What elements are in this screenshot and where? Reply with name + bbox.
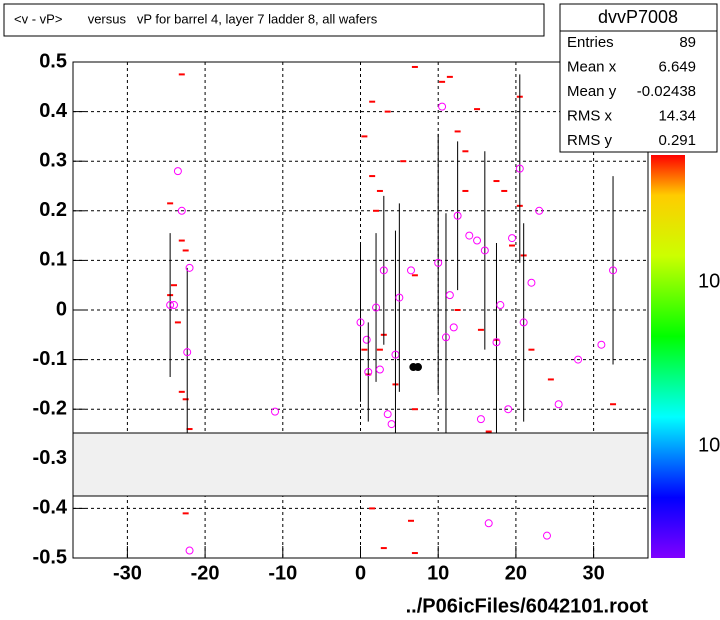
y-tick-label: 0 <box>56 298 67 320</box>
x-tick-label: -30 <box>113 562 142 584</box>
marker <box>542 531 551 540</box>
marker <box>480 246 489 255</box>
stats-label: RMS x <box>567 107 613 124</box>
marker <box>476 415 485 424</box>
stats-box: dvvP7008 Entries 89 Mean x 6.649 Mean y -0.024… <box>559 3 718 153</box>
y-tick-label: 0.5 <box>39 50 67 72</box>
stats-frame <box>559 3 718 153</box>
marker <box>383 410 392 419</box>
y-tick-label: 0.4 <box>39 100 68 122</box>
marker <box>185 546 194 555</box>
stats-value: 89 <box>679 34 696 51</box>
z-tick-label: 10 <box>698 270 720 292</box>
stats-value: -0.02438 <box>637 83 696 100</box>
marker <box>395 293 404 302</box>
marker <box>375 365 384 374</box>
marker <box>527 278 536 287</box>
y-tick-label: 0.1 <box>39 249 67 271</box>
x-tick-label: -10 <box>268 562 297 584</box>
marker <box>597 340 606 349</box>
marker <box>407 266 416 275</box>
stats-value: 6.649 <box>658 58 696 75</box>
marker <box>515 164 524 173</box>
marker <box>473 236 482 245</box>
marker <box>465 231 474 240</box>
title-box <box>3 3 545 37</box>
marker <box>484 519 493 528</box>
x-tick-label: 30 <box>582 562 604 584</box>
marker <box>364 368 373 376</box>
marker <box>504 405 513 414</box>
marker <box>362 335 371 344</box>
marker <box>166 301 175 310</box>
stats-label: Mean x <box>567 58 617 75</box>
y-tick-label: 0.2 <box>39 199 67 221</box>
chart-title: <v - vP> versus vP for barrel 4, layer 7… <box>14 11 378 26</box>
marker <box>185 263 194 272</box>
marker <box>535 206 544 215</box>
y-tick-label: 0.3 <box>39 149 67 171</box>
stats-label: Mean y <box>567 83 617 100</box>
marker <box>356 318 365 327</box>
marker <box>170 301 179 310</box>
x-tick-label: 0 <box>355 562 366 584</box>
x-tick-label: 20 <box>505 562 527 584</box>
stats-value: 0.291 <box>658 132 696 149</box>
x-tick-label: -20 <box>191 562 220 584</box>
frame <box>72 61 649 559</box>
marker <box>372 303 381 312</box>
marker <box>445 291 454 300</box>
marker <box>173 167 182 176</box>
stats-value: 14.34 <box>658 107 696 124</box>
marker <box>554 400 563 409</box>
marker <box>271 407 280 416</box>
y-tick-label: -0.5 <box>33 546 67 568</box>
marker <box>574 355 583 364</box>
marker <box>414 363 422 372</box>
marker <box>434 258 443 267</box>
marker <box>492 338 501 347</box>
marker <box>379 266 388 275</box>
marker <box>609 266 618 275</box>
y-tick-label: -0.2 <box>33 397 67 419</box>
stats-label: RMS y <box>567 132 613 149</box>
y-tick-label: -0.3 <box>33 447 67 469</box>
x-tick-label: 10 <box>427 562 449 584</box>
stats-title: dvvP7008 <box>598 7 678 27</box>
marker <box>508 234 517 243</box>
y-tick-label: -0.1 <box>33 348 67 370</box>
marker <box>438 102 447 111</box>
marker <box>441 333 450 342</box>
y-tick-label: -0.4 <box>33 497 68 519</box>
marker <box>183 348 192 357</box>
marker <box>519 318 528 327</box>
overlay-band <box>72 432 649 497</box>
marker <box>177 206 186 215</box>
z-tick-label: 10 <box>698 434 720 456</box>
marker <box>496 301 505 310</box>
marker <box>453 211 462 220</box>
palette <box>651 155 685 558</box>
x-axis-label: ../P06icFiles/6042101.root <box>406 595 649 617</box>
stats-label: Entries <box>567 34 614 51</box>
marker <box>449 323 458 332</box>
